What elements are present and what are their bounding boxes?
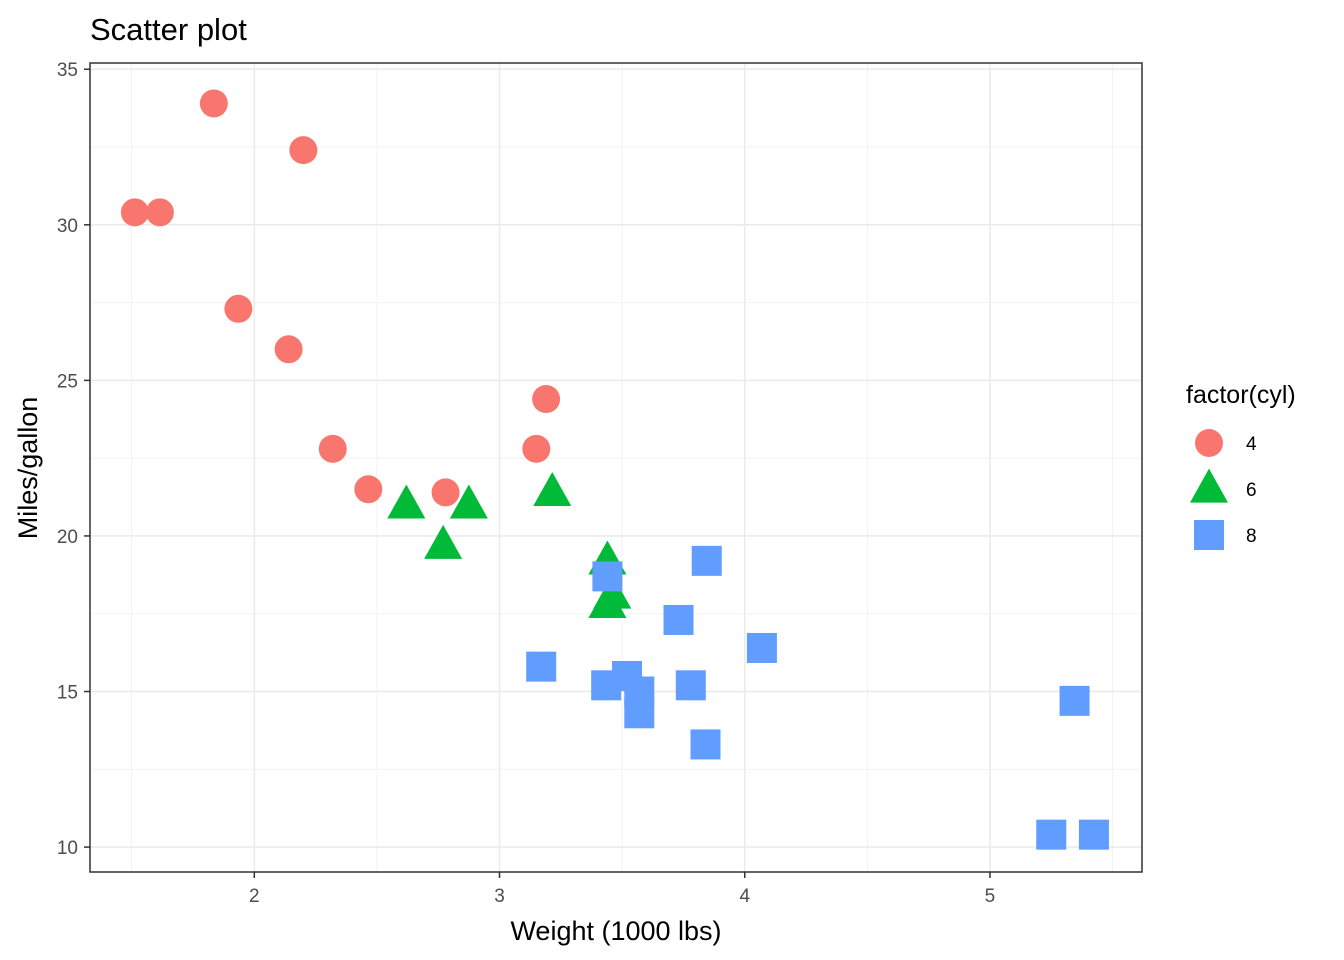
- point-circle-4: [274, 335, 303, 364]
- point-square-8: [1078, 819, 1109, 850]
- point-square-8: [691, 545, 722, 576]
- point-square-8: [1059, 685, 1090, 716]
- legend-label-4: 4: [1246, 434, 1257, 455]
- point-circle-4: [224, 294, 253, 323]
- legend-key-6: [1190, 468, 1228, 503]
- y-axis-title: Miles/gallon: [13, 397, 43, 540]
- point-square-8: [675, 670, 706, 701]
- point-circle-4: [199, 89, 228, 118]
- grid-minor: [90, 63, 1142, 872]
- point-square-8: [526, 651, 557, 682]
- legend: factor(cyl) 4 6 8: [1186, 381, 1296, 550]
- point-circle-4: [120, 198, 149, 227]
- data-points: [120, 89, 1109, 850]
- legend-label-8: 8: [1246, 526, 1257, 547]
- legend-key-8: [1194, 520, 1224, 550]
- legend-title: factor(cyl): [1186, 381, 1296, 409]
- x-axis-title: Weight (1000 lbs): [510, 916, 721, 946]
- y-tick-label: 30: [57, 216, 78, 237]
- legend-key-4: [1195, 429, 1223, 457]
- point-triangle-6: [593, 574, 632, 609]
- point-circle-4: [145, 198, 174, 227]
- point-circle-4: [354, 475, 383, 504]
- y-tick-label: 20: [57, 527, 78, 548]
- y-tick-label: 35: [57, 60, 78, 81]
- point-circle-4: [522, 434, 551, 463]
- point-circle-4: [431, 478, 460, 507]
- point-square-8: [592, 561, 623, 592]
- point-triangle-6: [387, 484, 426, 519]
- x-tick-label: 2: [249, 886, 260, 907]
- point-circle-4: [532, 385, 561, 414]
- point-circle-4: [289, 136, 318, 165]
- y-tick-label: 15: [57, 683, 78, 704]
- point-square-8: [663, 604, 694, 635]
- point-triangle-6: [449, 484, 488, 519]
- point-square-8: [690, 729, 721, 760]
- legend-label-6: 6: [1246, 480, 1257, 501]
- x-tick-label: 3: [494, 886, 505, 907]
- point-triangle-6: [533, 471, 572, 506]
- y-tick-label: 10: [57, 838, 78, 859]
- point-square-8: [1036, 819, 1067, 850]
- point-circle-4: [318, 434, 347, 463]
- grid-major: [90, 63, 1142, 872]
- x-tick-label: 5: [985, 886, 996, 907]
- plot-panel-border: [89, 62, 1143, 873]
- point-triangle-6: [424, 524, 463, 559]
- chart-title: Scatter plot: [90, 12, 247, 47]
- point-square-8: [746, 632, 777, 663]
- point-square-8: [624, 698, 655, 729]
- y-axis: 10 15 20 25 30 35: [57, 60, 90, 859]
- y-tick-label: 25: [57, 371, 78, 392]
- x-tick-label: 4: [739, 886, 750, 907]
- x-axis: 2 3 4 5: [249, 872, 995, 907]
